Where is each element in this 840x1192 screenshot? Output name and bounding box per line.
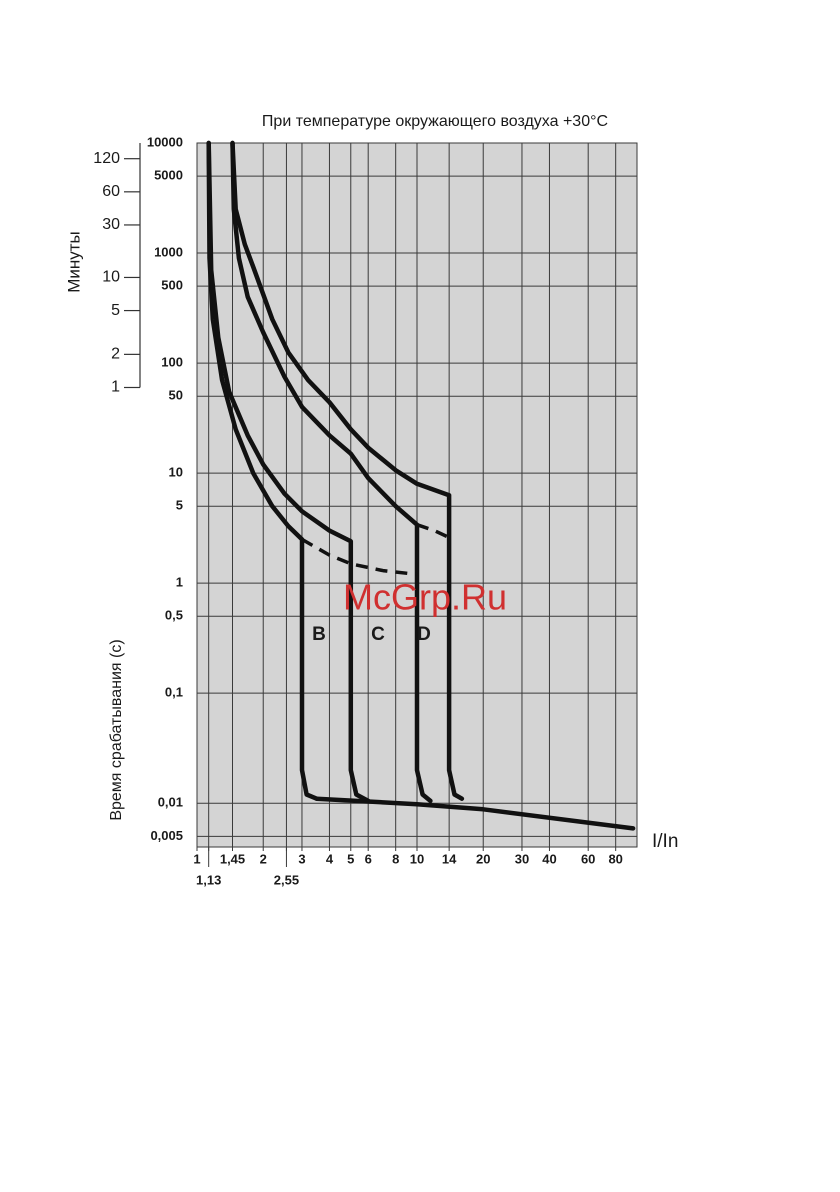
x-tick-label: 60 xyxy=(581,851,595,866)
annotation: D xyxy=(417,624,431,645)
y-tick-label: 0,5 xyxy=(165,608,183,623)
x-axis-title: I/In xyxy=(652,831,678,852)
x-tick-label: 20 xyxy=(476,851,490,866)
x-tick-label: 14 xyxy=(442,851,457,866)
y-tick-label: 5000 xyxy=(154,168,183,183)
curve xyxy=(206,140,319,801)
y-axis-title: Время срабатывания (с) xyxy=(108,639,125,820)
y-tick-label: 1000 xyxy=(154,244,183,259)
y2-tick-label: 120 xyxy=(93,150,120,167)
x-tick-label: 1 xyxy=(193,851,200,866)
x-tick-label: 4 xyxy=(326,851,334,866)
y-tick-label: 0,1 xyxy=(165,685,183,700)
curve xyxy=(230,140,433,804)
x-tick-label: 40 xyxy=(542,851,556,866)
annotation: C xyxy=(371,624,385,645)
curve xyxy=(301,537,418,577)
curve xyxy=(314,796,636,831)
chart-title: При температуре окружающего воздуха +30°… xyxy=(262,113,608,130)
x-tick-label: 30 xyxy=(515,851,529,866)
y2-tick-label: 10 xyxy=(102,269,120,286)
plot xyxy=(196,140,638,867)
y-tick-label: 500 xyxy=(161,278,183,293)
curve xyxy=(416,523,450,540)
x-tick-label: 5 xyxy=(347,851,354,866)
y2-tick-label: 5 xyxy=(111,302,120,319)
x-tick-label: 8 xyxy=(392,851,399,866)
x-tick-label: 1,45 xyxy=(220,851,245,866)
x-tick-label: 10 xyxy=(410,851,424,866)
curve xyxy=(206,140,371,804)
plot-border xyxy=(196,142,638,848)
y-tick-label: 50 xyxy=(169,388,183,403)
y-tick-label: 0,01 xyxy=(158,795,183,810)
x-tick-label: 2 xyxy=(260,851,267,866)
x-tick-label: 1,13 xyxy=(196,872,221,887)
annotation: B xyxy=(312,624,326,645)
curve xyxy=(230,140,465,801)
y-tick-label: 10 xyxy=(169,465,183,480)
x-tick-label: 6 xyxy=(365,851,372,866)
x-tick-label: 80 xyxy=(608,851,622,866)
y-tick-label: 100 xyxy=(161,355,183,370)
y-tick-label: 0,005 xyxy=(150,828,183,843)
y-tick-label: 10000 xyxy=(147,134,183,149)
y2-tick-label: 30 xyxy=(102,216,120,233)
y2-tick-label: 2 xyxy=(111,346,120,363)
y2-axis-title: Минуты xyxy=(64,231,83,293)
y-tick-label: 1 xyxy=(176,575,183,590)
x-tick-label: 3 xyxy=(298,851,305,866)
x-tick-label: 2,55 xyxy=(274,872,299,887)
watermark: McGrp.Ru xyxy=(343,577,507,618)
y2-tick-label: 60 xyxy=(102,183,120,200)
y2-tick-label: 1 xyxy=(111,379,120,396)
y-tick-label: 5 xyxy=(176,498,183,513)
